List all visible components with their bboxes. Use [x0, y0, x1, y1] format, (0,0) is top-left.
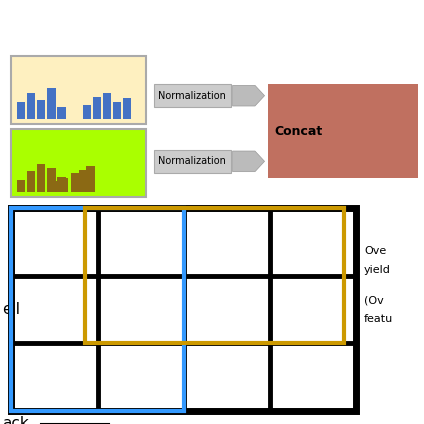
Bar [37, 165, 45, 192]
Bar [11, 208, 184, 411]
Text: Normalization: Normalization [158, 91, 226, 100]
Bar [27, 171, 35, 192]
Bar [57, 107, 66, 119]
Bar [47, 168, 56, 192]
Bar [103, 93, 111, 119]
Text: yield: yield [364, 265, 391, 275]
Bar [79, 170, 87, 192]
Bar [268, 84, 418, 178]
Bar [11, 208, 357, 411]
Text: (Ov: (Ov [364, 295, 384, 305]
Bar [60, 179, 68, 192]
Text: Concat: Concat [274, 125, 322, 138]
Bar [37, 100, 45, 119]
Text: Ove: Ove [364, 246, 386, 257]
Bar [123, 98, 131, 119]
Polygon shape [233, 151, 265, 172]
Bar [27, 93, 35, 119]
Text: featu: featu [364, 314, 393, 324]
Text: Normalization: Normalization [158, 156, 226, 166]
Bar [86, 166, 95, 192]
Bar [154, 84, 231, 107]
Bar [93, 97, 101, 119]
Bar [57, 177, 66, 192]
Polygon shape [233, 85, 265, 106]
Bar [11, 129, 146, 197]
Text: ell: ell [2, 302, 20, 317]
Bar [71, 173, 80, 192]
Bar [47, 88, 56, 119]
Bar [83, 105, 91, 119]
Bar [11, 208, 357, 411]
Bar [17, 102, 25, 119]
Bar [113, 102, 121, 119]
Bar [85, 208, 343, 343]
Bar [11, 56, 146, 124]
Bar [17, 180, 25, 192]
Bar [54, 181, 63, 192]
Text: ack: ack [2, 416, 29, 424]
Bar [154, 150, 231, 173]
